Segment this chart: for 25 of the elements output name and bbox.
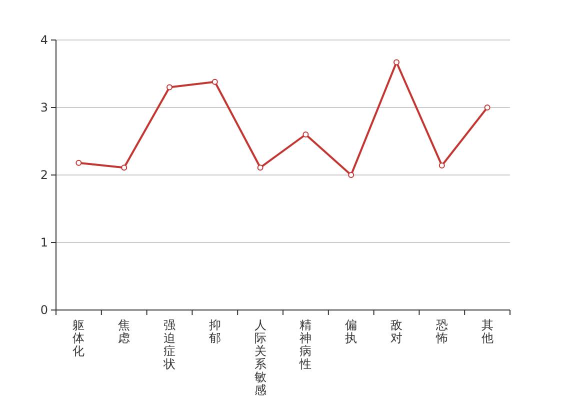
y-tick-label: 3 <box>40 100 48 115</box>
point <box>76 160 82 166</box>
y-tick-label: 4 <box>40 33 48 48</box>
x-tick-label: 敌对 <box>390 318 402 345</box>
point <box>484 104 490 110</box>
point <box>438 162 445 169</box>
x-tick-label: 恐怖 <box>434 318 448 345</box>
point <box>348 172 354 178</box>
x-tick-label: 躯体化 <box>72 318 85 358</box>
y-tick-label: 2 <box>40 168 48 182</box>
x-tick-label: 焦虑 <box>118 318 130 345</box>
x-tick-label: 强迫症状 <box>162 318 176 371</box>
point <box>257 164 264 171</box>
y-tick-label: 0 <box>40 303 48 318</box>
point <box>394 59 400 66</box>
point <box>212 78 218 85</box>
y-tick-label: 1 <box>40 236 48 250</box>
x-tick-label: 精神病性 <box>298 318 312 371</box>
x-tick-label: 抑郁 <box>208 318 221 345</box>
point <box>121 164 128 171</box>
point <box>302 132 309 138</box>
x-tick-label: 人际关系敏感 <box>254 318 266 397</box>
x-tick-label: 其他 <box>481 318 494 345</box>
point <box>166 84 172 90</box>
x-tick-label: 偏执 <box>345 318 358 345</box>
